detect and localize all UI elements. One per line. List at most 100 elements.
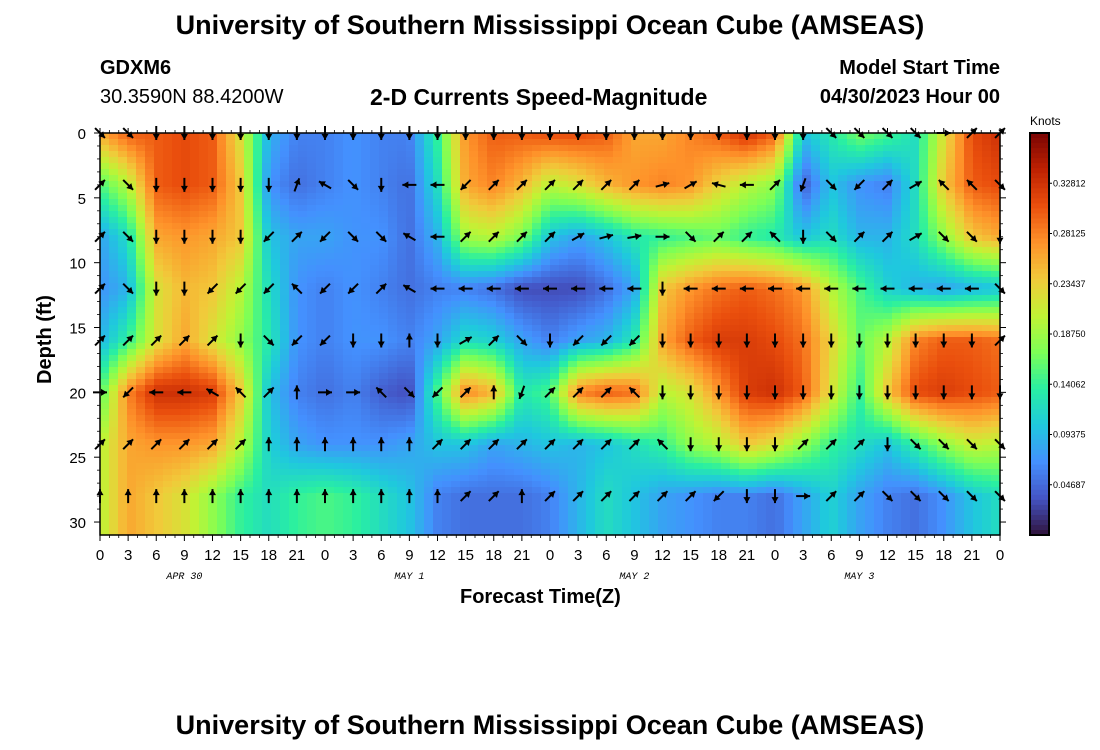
heat-cell: [118, 511, 128, 518]
heat-cell: [469, 349, 479, 356]
heat-cell: [316, 457, 326, 464]
heat-cell: [217, 463, 227, 470]
heat-cell: [226, 253, 236, 260]
heat-cell: [298, 403, 308, 410]
heat-cell: [424, 421, 434, 428]
heat-cell: [658, 445, 668, 452]
heat-cell: [505, 421, 515, 428]
heat-cell: [658, 433, 668, 440]
heat-cell: [712, 415, 722, 422]
heat-cell: [100, 373, 110, 380]
heat-cell: [181, 253, 191, 260]
heat-cell: [415, 517, 425, 524]
heat-cell: [496, 157, 506, 164]
heat-cell: [712, 193, 722, 200]
heat-cell: [172, 175, 182, 182]
heat-cell: [649, 133, 659, 140]
heat-cell: [730, 355, 740, 362]
heat-cell: [640, 193, 650, 200]
heat-cell: [514, 409, 524, 416]
heat-cell: [505, 229, 515, 236]
heat-cell: [406, 361, 416, 368]
heat-cell: [559, 163, 569, 170]
heat-cell: [487, 427, 497, 434]
heat-cell: [388, 445, 398, 452]
heat-cell: [352, 433, 362, 440]
heat-cell: [289, 199, 299, 206]
heat-cell: [208, 463, 218, 470]
heat-cell: [127, 355, 137, 362]
heat-cell: [208, 265, 218, 272]
heat-cell: [397, 247, 407, 254]
heat-cell: [577, 379, 587, 386]
heat-cell: [739, 457, 749, 464]
heat-cell: [208, 331, 218, 338]
heat-cell: [712, 457, 722, 464]
heat-cell: [172, 319, 182, 326]
heat-cell: [181, 445, 191, 452]
heat-cell: [505, 529, 515, 536]
heat-cell: [199, 361, 209, 368]
heat-cell: [721, 337, 731, 344]
heat-cell: [316, 409, 326, 416]
heat-cell: [334, 349, 344, 356]
heat-cell: [343, 487, 353, 494]
heat-cell: [469, 499, 479, 506]
heat-cell: [622, 139, 632, 146]
heat-cell: [748, 469, 758, 476]
heat-cell: [469, 157, 479, 164]
heat-cell: [631, 259, 641, 266]
heat-cell: [649, 475, 659, 482]
heat-cell: [172, 523, 182, 530]
heat-cell: [289, 253, 299, 260]
heat-cell: [649, 301, 659, 308]
heat-cell: [712, 265, 722, 272]
heat-cell: [370, 469, 380, 476]
heat-cell: [631, 187, 641, 194]
heat-cell: [685, 289, 695, 296]
heat-cell: [145, 415, 155, 422]
heat-cell: [136, 151, 146, 158]
heat-cell: [658, 187, 668, 194]
heat-cell: [514, 193, 524, 200]
heat-cell: [757, 463, 767, 470]
heat-cell: [280, 313, 290, 320]
heat-cell: [496, 481, 506, 488]
heat-cell: [280, 271, 290, 278]
heat-cell: [118, 337, 128, 344]
heat-cell: [271, 457, 281, 464]
heat-cell: [181, 217, 191, 224]
heat-cell: [307, 187, 317, 194]
heat-cell: [253, 469, 263, 476]
heat-cell: [136, 223, 146, 230]
heat-cell: [271, 331, 281, 338]
heat-cell: [523, 175, 533, 182]
heat-cell: [505, 373, 515, 380]
heat-cell: [586, 523, 596, 530]
heat-cell: [532, 163, 542, 170]
heat-cell: [280, 151, 290, 158]
heat-cell: [532, 403, 542, 410]
heat-cell: [307, 247, 317, 254]
heat-cell: [532, 409, 542, 416]
heat-cell: [748, 397, 758, 404]
heat-cell: [100, 349, 110, 356]
heat-cell: [181, 157, 191, 164]
heat-cell: [172, 283, 182, 290]
heat-cell: [397, 463, 407, 470]
heat-cell: [280, 427, 290, 434]
heat-cell: [559, 295, 569, 302]
heat-cell: [289, 343, 299, 350]
heat-cell: [325, 379, 335, 386]
heat-cell: [316, 445, 326, 452]
heat-cell: [604, 403, 614, 410]
heat-cell: [460, 511, 470, 518]
heat-cell: [442, 163, 452, 170]
heat-cell: [127, 271, 137, 278]
heat-cell: [352, 337, 362, 344]
heat-cell: [649, 235, 659, 242]
heat-cell: [451, 217, 461, 224]
heat-cell: [730, 289, 740, 296]
heat-cell: [406, 157, 416, 164]
heat-cell: [244, 529, 254, 536]
